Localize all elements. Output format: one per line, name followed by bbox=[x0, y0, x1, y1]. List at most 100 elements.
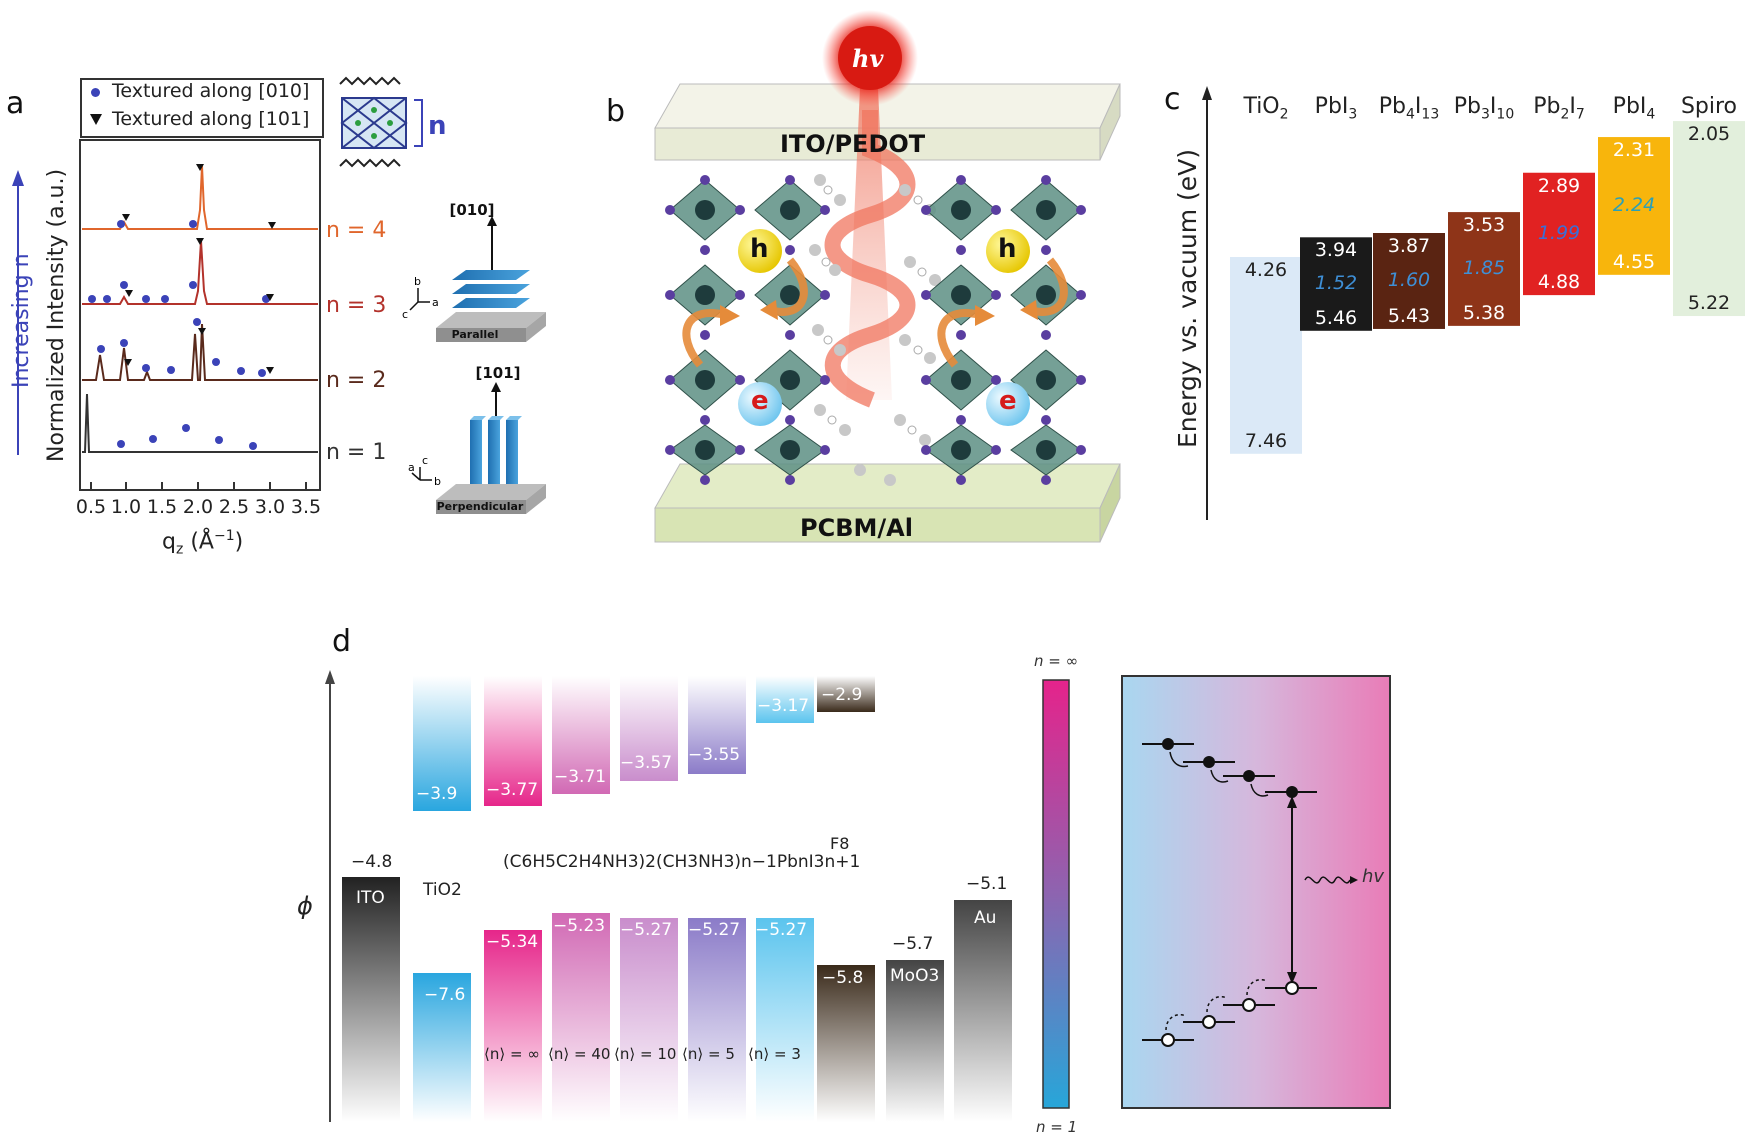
perpendicular-caption: Perpendicular bbox=[437, 500, 524, 513]
x-tick: 0.5 bbox=[76, 496, 106, 518]
formula: (C6H5C2H4NH3)2(CH3NH3)n−1PbnI3n+1 bbox=[503, 852, 861, 872]
axis-label: c bbox=[422, 454, 428, 467]
plot-frame bbox=[79, 139, 321, 491]
n-inf-label: n = ∞ bbox=[1034, 652, 1079, 670]
trace-n1 bbox=[82, 393, 318, 453]
moo3-value: −5.7 bbox=[892, 934, 934, 954]
header-sub2: 13 bbox=[1421, 106, 1440, 123]
homo-value-5: −5.8 bbox=[822, 968, 864, 988]
header-name: Pb bbox=[1378, 94, 1406, 119]
n-one-label: n = 1 bbox=[1036, 1118, 1078, 1136]
funnel-box bbox=[1121, 675, 1391, 1109]
parallel-schematic: [010] Parallel b a c bbox=[402, 201, 546, 342]
n-label-3: ⟨n⟩ = 5 bbox=[682, 1045, 735, 1063]
axis-label: b bbox=[434, 475, 441, 488]
markers-010 bbox=[88, 220, 270, 450]
band-value-bottom: 5.22 bbox=[1687, 292, 1731, 315]
photon-label: hv bbox=[852, 44, 884, 73]
x-tick: 3.0 bbox=[255, 496, 285, 518]
band-value-top: 2.31 bbox=[1612, 139, 1656, 162]
lumo-value-0: −3.9 bbox=[416, 784, 458, 804]
trace-label-n4: n = 4 bbox=[326, 218, 387, 243]
m5-lower bbox=[756, 918, 814, 1122]
phi-label: ϕ bbox=[297, 892, 313, 920]
x-axis-label: qz (Å−1) bbox=[162, 528, 243, 558]
legend-circle-marker bbox=[91, 88, 100, 97]
panel-c-label: c bbox=[1164, 82, 1181, 117]
lumo-value-1: −3.77 bbox=[486, 780, 539, 800]
lumo-value-3: −3.57 bbox=[620, 753, 673, 773]
au-name: Au bbox=[974, 908, 997, 928]
column-header-6: Spiro bbox=[1667, 94, 1750, 119]
homo-value-1: −5.23 bbox=[553, 916, 606, 936]
trace-label-n2: n = 2 bbox=[326, 368, 387, 393]
increasing-n-label: Increasing n bbox=[9, 253, 34, 388]
bottom-electrode-label: PCBM/Al bbox=[800, 514, 913, 542]
x-tick: 1.0 bbox=[111, 496, 141, 518]
band-value-top: 3.87 bbox=[1387, 235, 1431, 257]
legend-triangle-marker bbox=[90, 114, 102, 125]
band-value-bottom: 5.43 bbox=[1387, 304, 1431, 327]
header-sub: 3 bbox=[1480, 106, 1490, 123]
panel-a-chart: Increasing n Normalized Intensity (a.u.)… bbox=[9, 76, 546, 518]
f8-lower bbox=[817, 965, 875, 1122]
panel-a-label: a bbox=[6, 86, 25, 121]
m3-lower bbox=[620, 918, 678, 1122]
trace-label-n3: n = 3 bbox=[326, 293, 387, 318]
column-header-0: TiO2 bbox=[1224, 94, 1308, 122]
perovskite-right bbox=[921, 175, 1086, 485]
band-value-gap: 1.60 bbox=[1387, 268, 1431, 291]
tio2-name: TiO2 bbox=[423, 880, 462, 900]
homo-value-3: −5.27 bbox=[688, 920, 741, 940]
column-header-1: PbI3 bbox=[1294, 94, 1378, 122]
band-value-top: 2.89 bbox=[1537, 174, 1581, 197]
x-axis-q: q bbox=[162, 529, 176, 555]
moo3-name: MoO3 bbox=[890, 966, 940, 986]
markers-101 bbox=[122, 164, 276, 374]
trace-n4 bbox=[82, 165, 318, 230]
y-axis-label: Normalized Intensity (a.u.) bbox=[44, 169, 69, 462]
header-name: TiO bbox=[1243, 94, 1280, 119]
direction-101: [101] bbox=[475, 364, 520, 382]
n-label-0: ⟨n⟩ = ∞ bbox=[484, 1045, 540, 1063]
band-value-gap: 1.99 bbox=[1537, 221, 1581, 244]
x-axis-sub: z bbox=[175, 541, 184, 558]
phi-axis-arrowhead bbox=[325, 670, 335, 684]
x-axis-sup: −1 bbox=[213, 528, 235, 544]
header-sub: 4 bbox=[1646, 106, 1656, 123]
x-axis-close: ) bbox=[234, 529, 244, 555]
header-name: Pb bbox=[1533, 94, 1561, 119]
perpendicular-schematic: [101] Perpendicular a c b bbox=[408, 364, 546, 514]
lumo-value-5: −3.17 bbox=[757, 696, 810, 716]
axis-label: b bbox=[414, 275, 421, 288]
n-label-4: ⟨n⟩ = 3 bbox=[748, 1045, 801, 1063]
band-value-gap: 1.52 bbox=[1314, 272, 1358, 295]
band-value-gap: 2.24 bbox=[1612, 193, 1656, 216]
hole-label-left: h bbox=[750, 234, 769, 264]
n-label-2: ⟨n⟩ = 10 bbox=[614, 1045, 677, 1063]
energy-axis-arrowhead bbox=[1202, 86, 1212, 100]
header-name: PbI bbox=[1612, 94, 1647, 119]
inset-n-label: n bbox=[428, 111, 447, 141]
panel-b-label: b bbox=[606, 94, 626, 129]
trace-n2 bbox=[82, 323, 318, 381]
legend-entry-010: Textured along [010] bbox=[112, 80, 310, 102]
parallel-caption: Parallel bbox=[452, 328, 499, 341]
header-sub: 2 bbox=[1279, 106, 1289, 123]
perovskite-left bbox=[665, 175, 830, 485]
tio2-value: −7.6 bbox=[424, 985, 466, 1005]
band-bar-0 bbox=[1230, 256, 1302, 454]
band-value-bottom: 5.46 bbox=[1314, 306, 1358, 329]
header-name: Spiro bbox=[1680, 94, 1738, 119]
x-tick: 2.5 bbox=[219, 496, 249, 518]
photon-label-d: hv bbox=[1362, 866, 1385, 887]
band-bar-6 bbox=[1673, 121, 1745, 317]
trace-label-n1: n = 1 bbox=[326, 440, 387, 465]
x-tick: 2.0 bbox=[183, 496, 213, 518]
au-bar bbox=[954, 900, 1012, 1122]
header-sub: 4 bbox=[1405, 106, 1415, 123]
lumo-value-6: −2.9 bbox=[821, 685, 863, 705]
increasing-n-arrowhead bbox=[12, 170, 24, 186]
x-axis-unit: (Å bbox=[190, 529, 214, 555]
band-value-gap: 1.85 bbox=[1462, 256, 1506, 279]
